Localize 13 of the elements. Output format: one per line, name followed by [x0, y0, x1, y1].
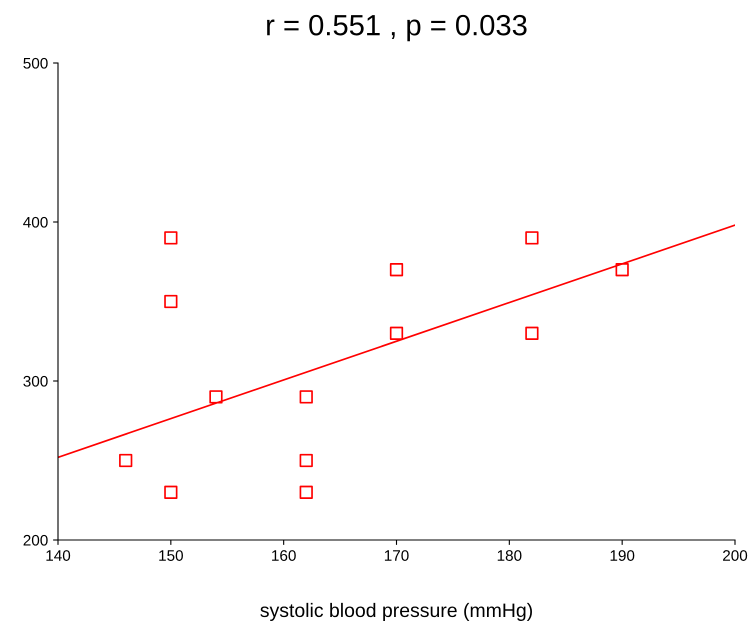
- x-tick-label: 150: [159, 550, 183, 561]
- x-tick-label: 200: [723, 550, 748, 561]
- x-tick-label: 170: [384, 550, 409, 561]
- y-tick-label: 200: [24, 534, 48, 546]
- x-tick-label: 190: [610, 550, 634, 561]
- x-axis-title: systolic blood pressure (mmHg): [260, 602, 532, 621]
- y-tick-label: 400: [23, 216, 48, 228]
- y-tick-label: 300: [23, 376, 48, 387]
- x-tick-label: 180: [498, 550, 522, 561]
- y-tick-label: 500: [23, 58, 48, 69]
- chart-title: r = 0.551 , p = 0.033: [267, 14, 527, 42]
- x-tick-label: 140: [46, 550, 70, 561]
- x-tick-label: 160: [272, 550, 296, 561]
